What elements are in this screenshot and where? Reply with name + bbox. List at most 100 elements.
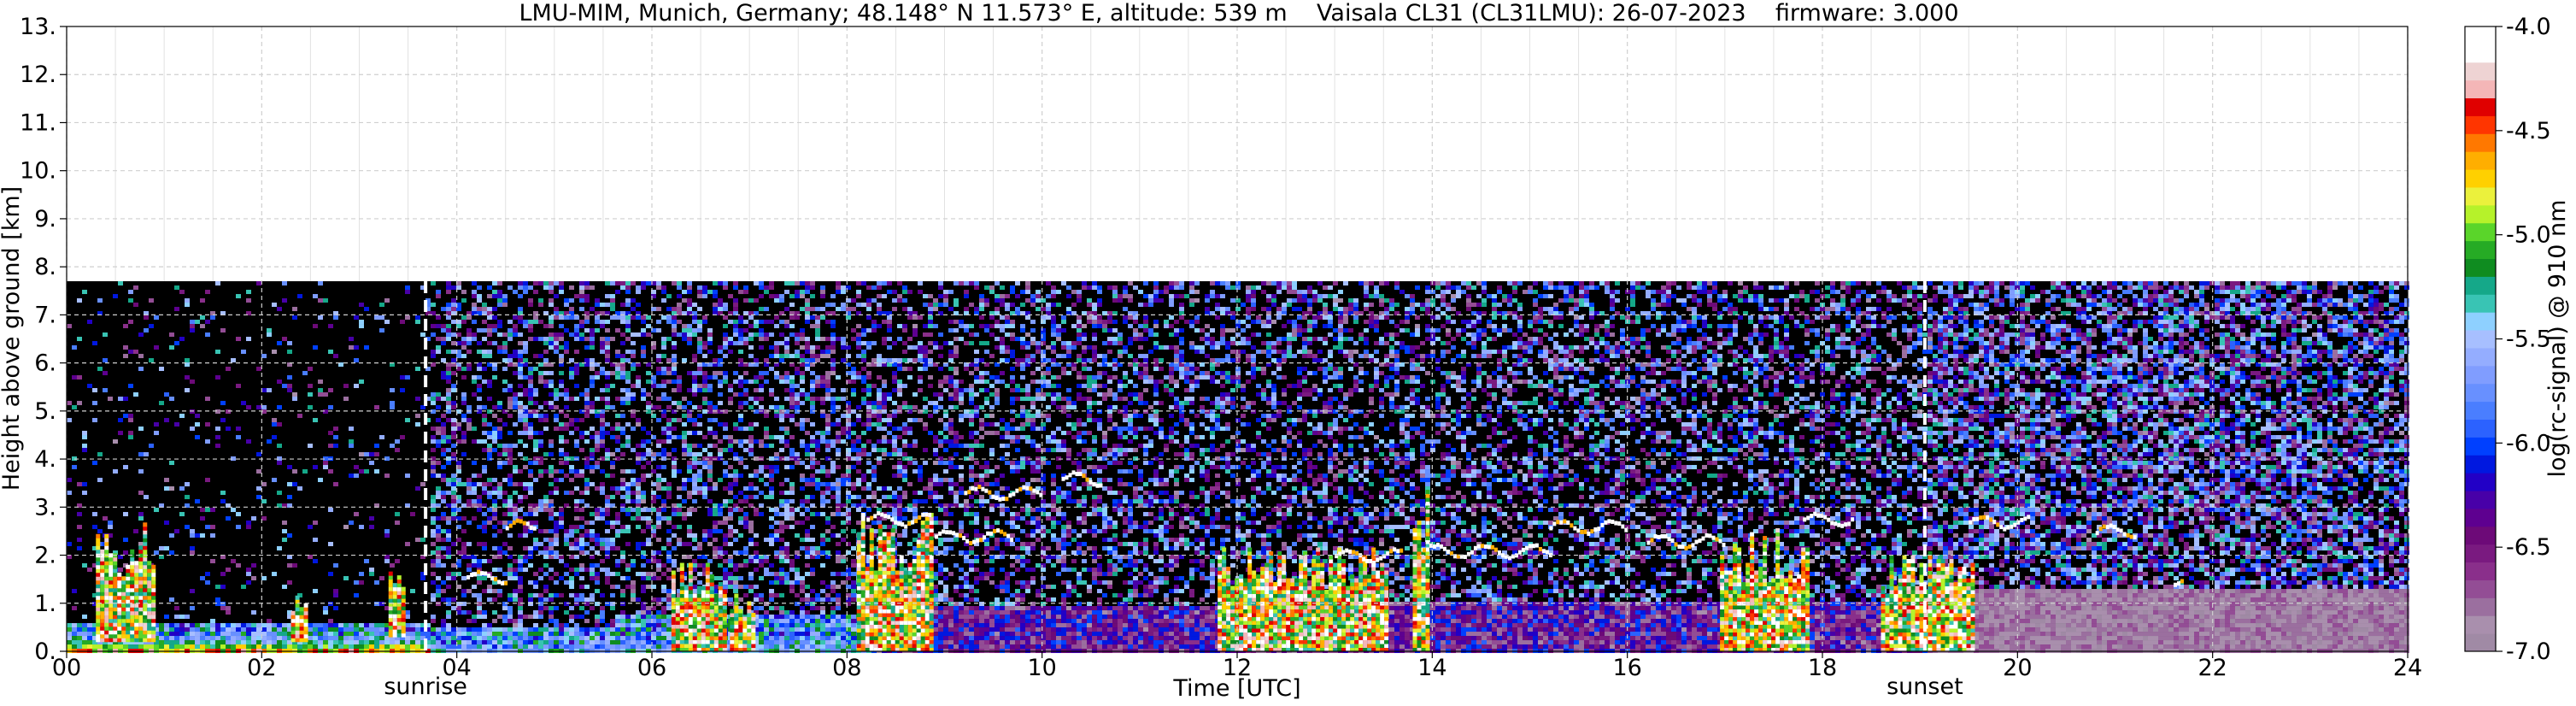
heatmap-cell <box>87 627 92 632</box>
heatmap-cell <box>508 546 513 550</box>
heatmap-cell <box>466 328 472 332</box>
heatmap-cell <box>113 644 118 649</box>
heatmap-cell <box>584 640 590 644</box>
heatmap-cell <box>72 589 77 593</box>
heatmap-cell <box>190 627 195 632</box>
heatmap-cell <box>574 315 579 320</box>
heatmap-cell <box>523 388 528 392</box>
heatmap-cell <box>231 640 236 644</box>
heatmap-cell <box>569 580 574 585</box>
heatmap-cell <box>179 414 185 418</box>
heatmap-cell <box>72 405 77 409</box>
heatmap-cell <box>420 538 425 542</box>
heatmap-cell <box>584 610 590 615</box>
heatmap-cell <box>67 632 72 636</box>
heatmap-cell <box>559 559 564 563</box>
heatmap-cell <box>451 371 456 375</box>
heatmap-cell <box>482 337 487 341</box>
heatmap-cell <box>502 644 508 649</box>
heatmap-cell <box>354 474 359 478</box>
heatmap-cell <box>128 320 133 324</box>
heatmap-cell <box>523 418 528 422</box>
heatmap-cell <box>272 350 277 354</box>
heatmap-cell <box>431 324 436 328</box>
heatmap-cell <box>215 632 220 636</box>
heatmap-cell <box>292 644 297 649</box>
heatmap-cell <box>87 640 92 644</box>
heatmap-cell <box>174 341 179 345</box>
heatmap-cell <box>487 315 492 320</box>
heatmap-cell <box>236 632 241 636</box>
heatmap-cell <box>559 469 564 474</box>
heatmap-cell <box>549 644 554 649</box>
heatmap-cell <box>256 632 261 636</box>
heatmap-cell <box>318 379 323 384</box>
heatmap-cell <box>564 422 569 427</box>
heatmap-cell <box>472 320 477 324</box>
heatmap-cell <box>318 636 323 640</box>
heatmap-cell <box>333 593 338 597</box>
heatmap-cell <box>508 640 513 644</box>
heatmap-cell <box>369 636 374 640</box>
heatmap-cell <box>431 448 436 452</box>
heatmap-cell <box>282 623 287 627</box>
heatmap-cell <box>574 632 579 636</box>
heatmap-cell <box>466 427 472 431</box>
heatmap-cell <box>420 632 425 636</box>
heatmap-cell <box>518 644 523 649</box>
heatmap-cell <box>446 328 451 332</box>
heatmap-cell <box>564 298 569 303</box>
heatmap-cell <box>200 324 205 328</box>
heatmap-cell <box>549 499 554 503</box>
heatmap-cell <box>446 290 451 294</box>
heatmap-cell <box>138 367 144 371</box>
heatmap-cell <box>574 332 579 337</box>
heatmap-cell <box>528 431 533 435</box>
heatmap-cell <box>584 328 590 332</box>
heatmap-cell <box>441 465 446 469</box>
heatmap-cell <box>543 358 549 362</box>
heatmap-cell <box>190 632 195 636</box>
heatmap-cell <box>466 422 472 427</box>
heatmap-cell <box>579 469 584 474</box>
heatmap-cell <box>451 495 456 499</box>
heatmap-cell <box>179 290 185 294</box>
heatmap-cell <box>154 345 159 350</box>
heatmap-cell <box>492 486 497 491</box>
heatmap-cell <box>451 482 456 486</box>
heatmap-cell <box>113 294 118 298</box>
heatmap-cell <box>477 640 482 644</box>
heatmap-cell <box>595 371 600 375</box>
heatmap-cell <box>590 521 595 525</box>
heatmap-cell <box>477 644 482 649</box>
heatmap-cell <box>441 448 446 452</box>
heatmap-cell <box>543 644 549 649</box>
heatmap-cell <box>164 640 169 644</box>
heatmap-cell <box>205 572 210 576</box>
heatmap-cell <box>559 324 564 328</box>
heatmap-cell <box>513 640 518 644</box>
heatmap-cell <box>595 448 600 452</box>
heatmap-cell <box>251 632 256 636</box>
heatmap-cell <box>595 328 600 332</box>
heatmap-cell <box>472 303 477 307</box>
heatmap-cell <box>82 431 87 435</box>
heatmap-cell <box>441 307 446 311</box>
heatmap-cell <box>569 371 574 375</box>
heatmap-cell <box>436 444 441 448</box>
heatmap-cell <box>538 615 543 619</box>
heatmap-cell <box>497 615 502 619</box>
heatmap-cell <box>508 414 513 418</box>
heatmap-cell <box>472 461 477 465</box>
heatmap-cell <box>231 627 236 632</box>
heatmap-cell <box>313 294 318 298</box>
heatmap-cell <box>446 375 451 379</box>
heatmap-cell <box>169 332 174 337</box>
heatmap-cell <box>502 478 508 482</box>
heatmap-cell <box>595 409 600 414</box>
heatmap-cell <box>384 640 390 644</box>
heatmap-cell <box>584 388 590 392</box>
heatmap-cell <box>523 320 528 324</box>
heatmap-cell <box>523 529 528 533</box>
heatmap-cell <box>559 516 564 521</box>
